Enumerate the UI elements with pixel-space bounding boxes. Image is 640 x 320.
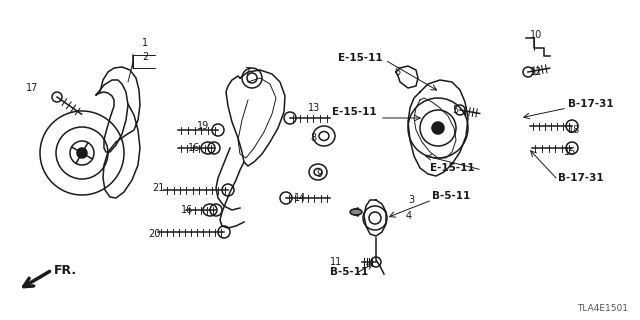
Circle shape <box>77 148 87 158</box>
Text: 9: 9 <box>316 169 322 179</box>
Text: 21: 21 <box>152 183 164 193</box>
Text: 6: 6 <box>394 67 400 77</box>
Text: 18: 18 <box>568 125 580 135</box>
Text: 11: 11 <box>330 257 342 267</box>
Text: E-15-11: E-15-11 <box>430 163 475 173</box>
Text: B-17-31: B-17-31 <box>558 173 604 183</box>
Text: 5: 5 <box>452 105 458 115</box>
Text: 19: 19 <box>197 121 209 131</box>
Text: 12: 12 <box>530 67 542 77</box>
Text: 16: 16 <box>188 143 200 153</box>
Text: FR.: FR. <box>54 263 77 276</box>
Text: 13: 13 <box>308 103 320 113</box>
Text: 10: 10 <box>530 30 542 40</box>
Text: 17: 17 <box>26 83 38 93</box>
Text: 4: 4 <box>406 211 412 221</box>
Text: 8: 8 <box>310 133 316 143</box>
Text: B-5-11: B-5-11 <box>432 191 470 201</box>
Text: E-15-11: E-15-11 <box>338 53 383 63</box>
Text: 14: 14 <box>294 193 307 203</box>
Text: 3: 3 <box>408 195 414 205</box>
Text: 16: 16 <box>181 205 193 215</box>
Text: E-15-11: E-15-11 <box>332 107 376 117</box>
Text: 2: 2 <box>142 52 148 62</box>
Text: 20: 20 <box>148 229 161 239</box>
Text: 15: 15 <box>564 147 577 157</box>
Text: 7: 7 <box>244 67 250 77</box>
Circle shape <box>432 122 444 134</box>
Ellipse shape <box>350 209 362 215</box>
Text: TLA4E1501: TLA4E1501 <box>577 304 628 313</box>
Text: B-17-31: B-17-31 <box>568 99 614 109</box>
Text: B-5-11: B-5-11 <box>330 267 368 277</box>
Text: 1: 1 <box>142 38 148 48</box>
